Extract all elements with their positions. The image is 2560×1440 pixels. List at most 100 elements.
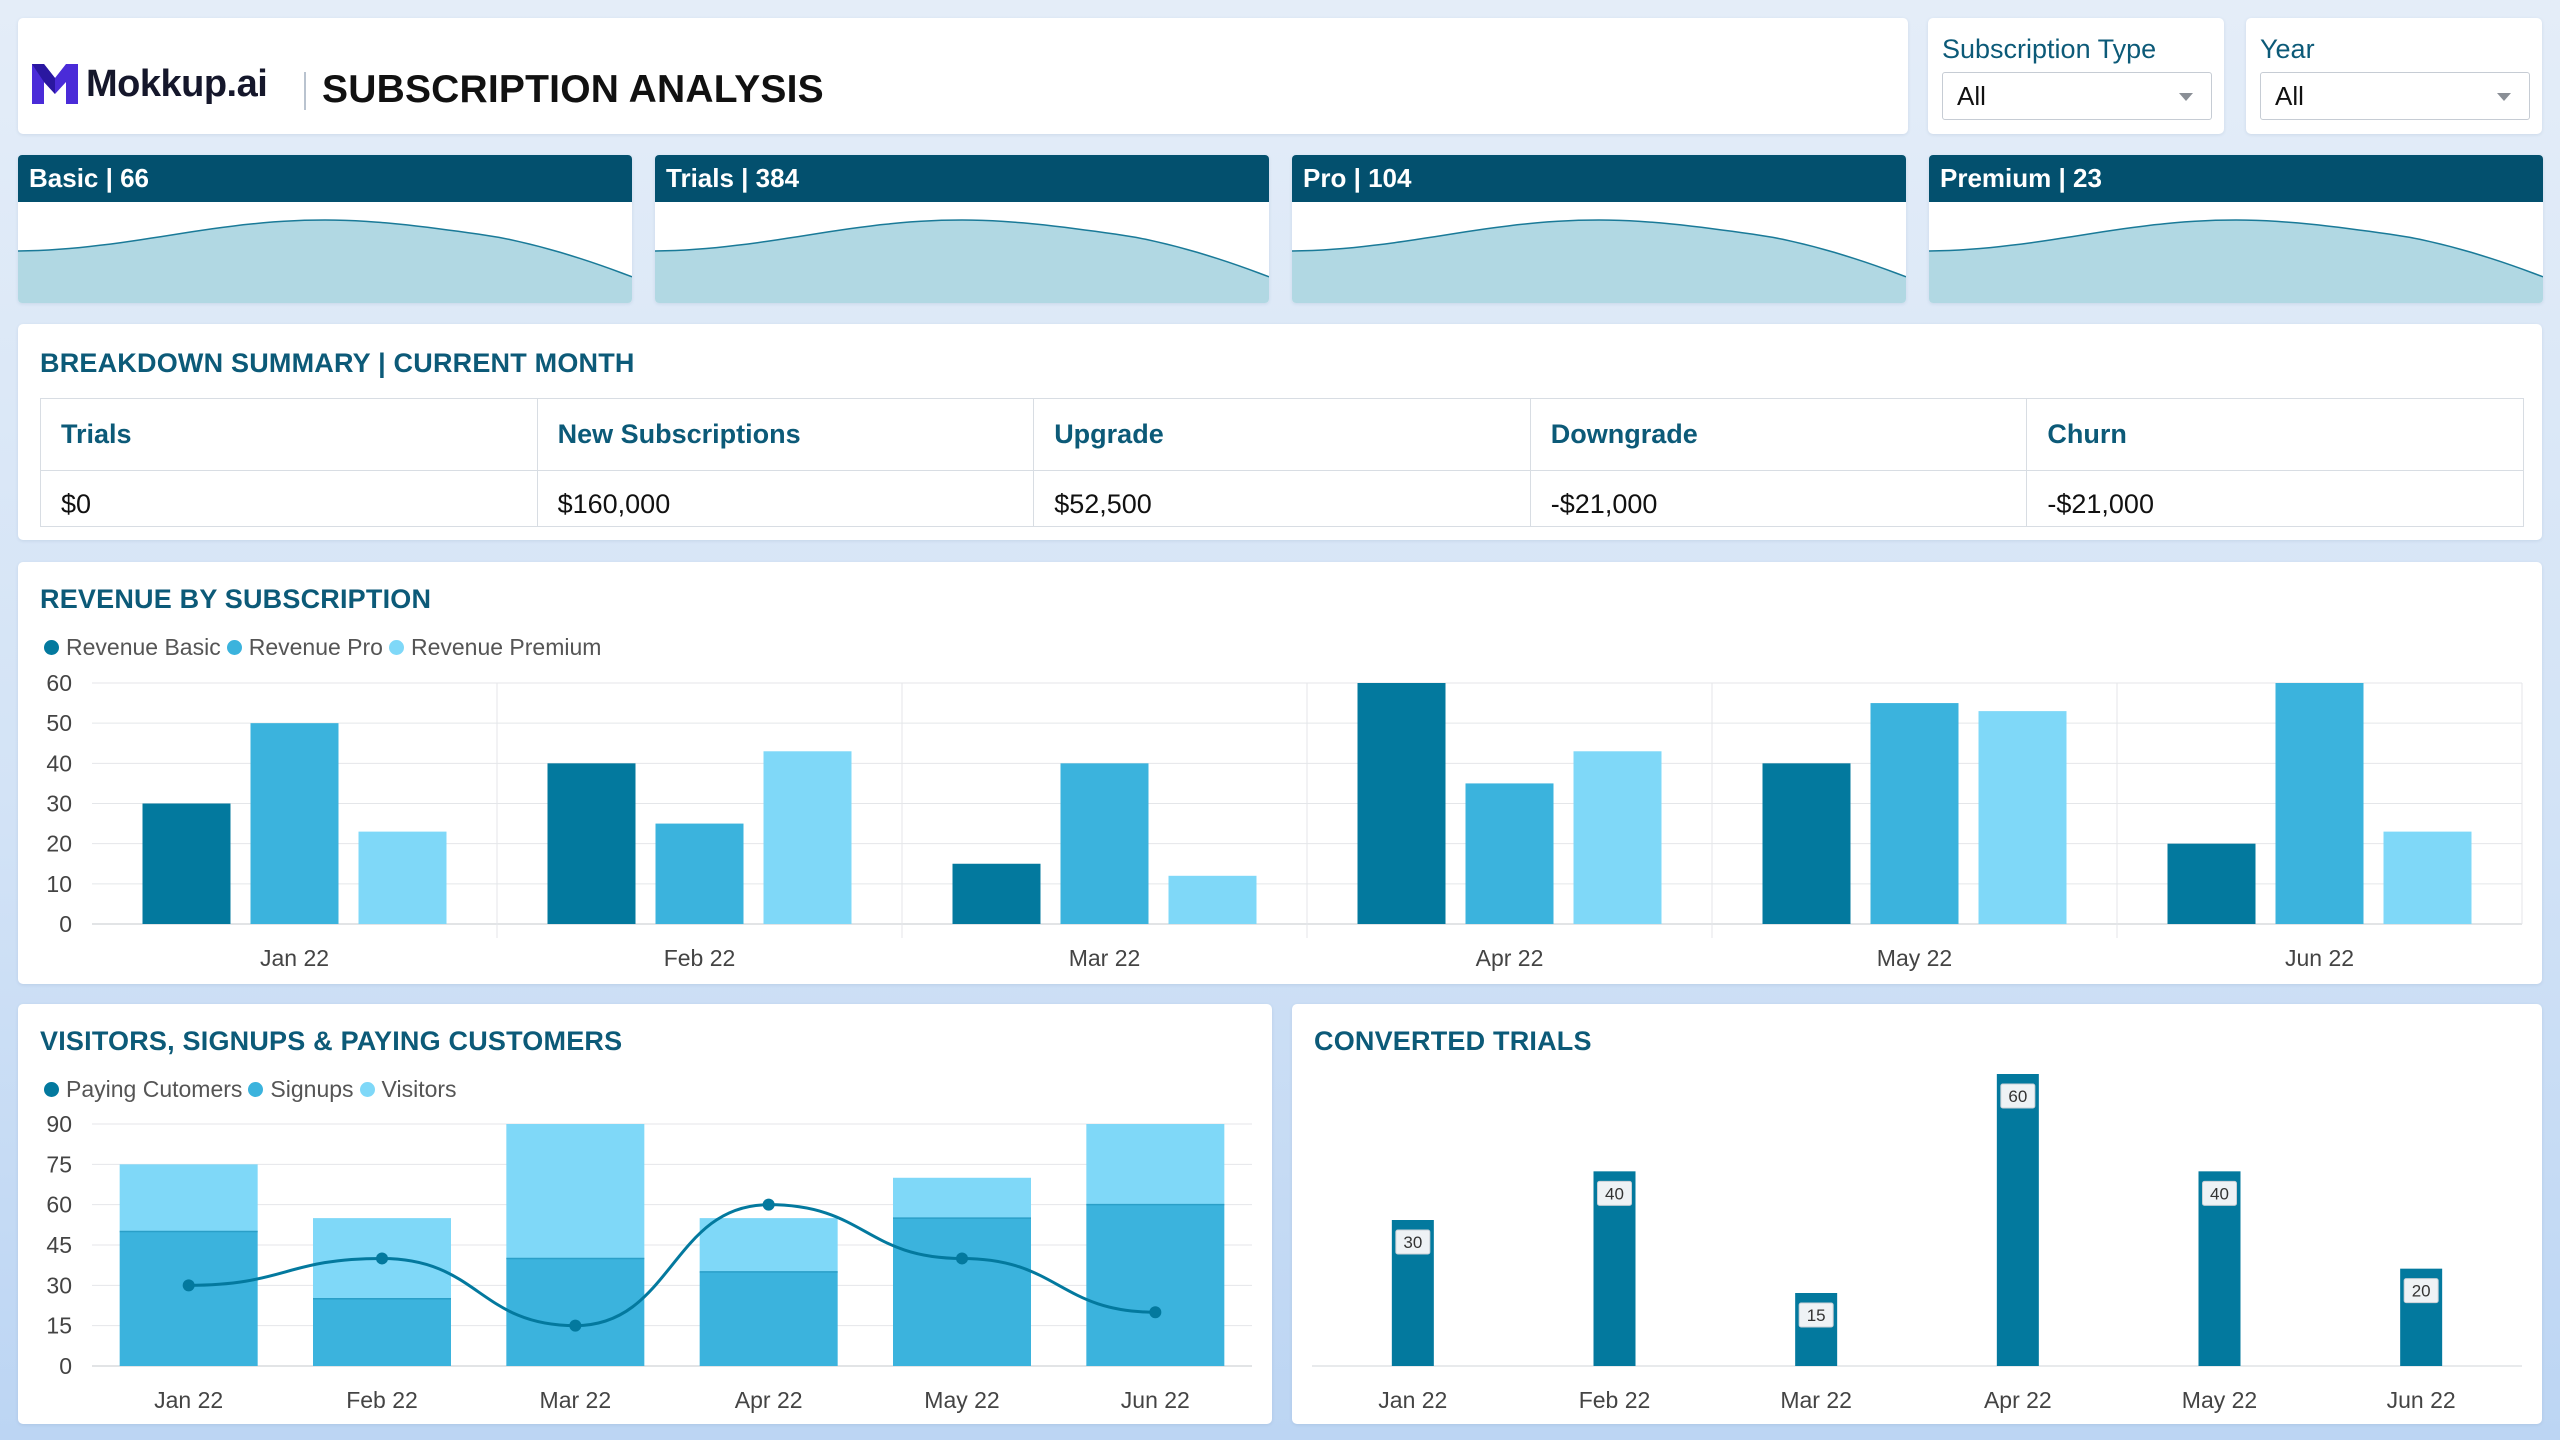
sparkline-area (1929, 220, 2543, 303)
bar-visitors[interactable] (893, 1177, 1031, 1219)
sparkline-line (655, 219, 1269, 278)
bar-revenue-pro[interactable] (1465, 783, 1554, 924)
y-tick-label: 90 (46, 1111, 72, 1137)
x-tick-label: Feb 22 (664, 945, 736, 971)
revenue-chart-card: REVENUE BY SUBSCRIPTION Revenue Basic Re… (18, 562, 2542, 984)
breakdown-summary-card: BREAKDOWN SUMMARY | CURRENT MONTH Trials… (18, 324, 2542, 540)
bar-revenue-premium[interactable] (2383, 831, 2472, 924)
bar-signups[interactable] (119, 1231, 258, 1366)
cell-churn: -$21,000 (2026, 470, 2524, 527)
bar-revenue-pro[interactable] (250, 723, 339, 924)
bar-revenue-basic[interactable] (547, 763, 636, 924)
legend-dot (44, 640, 59, 655)
bar-visitors[interactable] (506, 1124, 645, 1259)
bar-signups[interactable] (313, 1298, 451, 1366)
bar-revenue-premium[interactable] (1168, 875, 1257, 924)
kpi-card-premium: Premium | 23 (1929, 155, 2543, 303)
cell-trials: $0 (40, 470, 538, 527)
bar-revenue-basic[interactable] (2167, 843, 2256, 924)
bar-signups[interactable] (1086, 1204, 1225, 1366)
bar-revenue-basic[interactable] (1357, 683, 1446, 924)
logo-text: Mokkup.ai (86, 62, 268, 105)
legend-item[interactable]: Paying Cutomers (44, 1076, 242, 1103)
point-paying-customers[interactable] (569, 1319, 582, 1332)
point-paying-customers[interactable] (376, 1252, 388, 1265)
cell-upgrade: $52,500 (1033, 470, 1531, 527)
legend-item[interactable]: Revenue Pro (226, 634, 383, 661)
legend-item[interactable]: Revenue Basic (44, 634, 221, 661)
breakdown-title: BREAKDOWN SUMMARY | CURRENT MONTH (40, 348, 635, 378)
kpi-card-pro: Pro | 104 (1292, 155, 1906, 303)
kpi-sparkline (1292, 219, 1906, 303)
legend-item[interactable]: Revenue Premium (388, 634, 602, 661)
legend-label: Revenue Premium (410, 634, 602, 660)
x-tick-label: Mar 22 (540, 1387, 612, 1413)
point-paying-customers[interactable] (762, 1198, 775, 1211)
column-header-new-subscriptions: New Subscriptions (536, 398, 1035, 471)
column-header-downgrade: Downgrade (1529, 398, 2028, 471)
bar-revenue-basic[interactable] (952, 863, 1041, 924)
bar-converted-trials[interactable] (1996, 1074, 2039, 1366)
x-tick-label: Jun 22 (2387, 1387, 2456, 1413)
bar-revenue-pro[interactable] (1870, 703, 1959, 924)
bar-signups[interactable] (506, 1258, 645, 1366)
data-label-box (1597, 1180, 1632, 1206)
y-tick-label: 60 (46, 670, 72, 696)
point-paying-customers[interactable] (956, 1252, 968, 1265)
legend-label: Paying Cutomers (66, 1076, 243, 1102)
y-tick-label: 45 (46, 1232, 72, 1258)
data-label-box (2403, 1278, 2439, 1304)
visitors-chart-card: VISITORS, SIGNUPS & PAYING CUSTOMERS Pay… (18, 1004, 1272, 1424)
x-tick-label: Mar 22 (1780, 1387, 1852, 1413)
header-divider (304, 72, 306, 110)
x-tick-label: Feb 22 (1579, 1387, 1651, 1413)
table-row: $0 $160,000 $52,500 -$21,000 -$21,000 (40, 470, 2524, 527)
year-select[interactable]: All (2260, 72, 2530, 120)
point-paying-customers[interactable] (1149, 1306, 1162, 1319)
bar-revenue-pro[interactable] (2275, 683, 2364, 924)
legend-label: Revenue Pro (248, 634, 383, 660)
select-value: All (2275, 80, 2304, 111)
data-label: 40 (1605, 1184, 1624, 1203)
kpi-label: Basic | 66 (18, 155, 632, 202)
kpi-sparkline (1929, 219, 2543, 303)
data-label: 30 (1403, 1233, 1422, 1252)
legend-item[interactable]: Signups (248, 1076, 354, 1103)
bar-revenue-basic[interactable] (142, 803, 231, 925)
subscription-type-select[interactable]: All (1942, 72, 2212, 120)
x-tick-label: Apr 22 (1984, 1387, 2052, 1413)
point-paying-customers[interactable] (182, 1279, 195, 1292)
sparkline-line (1929, 219, 2543, 278)
y-tick-label: 40 (46, 750, 72, 776)
bar-signups[interactable] (699, 1271, 838, 1366)
bar-revenue-pro[interactable] (655, 823, 744, 924)
bar-visitors[interactable] (1086, 1124, 1225, 1205)
revenue-bar-chart: 0 10 20 30 40 50 60 Jan 22 Feb 22 Mar 22 Apr 22 May… (46, 670, 2523, 971)
bar-revenue-premium[interactable] (1573, 751, 1662, 924)
kpi-sparkline (655, 219, 1269, 303)
bar-signups[interactable] (893, 1218, 1031, 1366)
bar-revenue-premium[interactable] (1978, 711, 2067, 924)
table-header-row: Trials New Subscriptions Upgrade Downgra… (40, 398, 2524, 471)
column-header-churn: Churn (2026, 398, 2524, 471)
x-tick-label: Jun 22 (1121, 1387, 1190, 1413)
converted-trials-card: CONVERTED TRIALS 30 Jan 22 40 Feb 22 15 Mar 2… (1292, 1004, 2542, 1424)
bar-revenue-premium[interactable] (358, 831, 447, 924)
y-tick-label: 0 (59, 1353, 72, 1379)
visitors-combo-chart: 0 15 30 45 60 75 90 Jan 22 Feb 22 Mar 22 Apr 22 May… (46, 1111, 1252, 1413)
bar-visitors[interactable] (699, 1218, 838, 1272)
data-label: 60 (2008, 1087, 2027, 1106)
legend-dot (44, 1082, 59, 1097)
legend-item[interactable]: Visitors (359, 1076, 457, 1103)
bar-revenue-pro[interactable] (1060, 763, 1149, 924)
data-label-box (1395, 1229, 1431, 1255)
bar-revenue-basic[interactable] (1762, 763, 1851, 924)
bar-revenue-premium[interactable] (763, 751, 852, 924)
bar-visitors[interactable] (119, 1164, 258, 1232)
y-tick-label: 20 (46, 831, 72, 857)
y-tick-label: 75 (46, 1151, 72, 1177)
column-header-upgrade: Upgrade (1033, 398, 1531, 471)
chart-title: CONVERTED TRIALS (1314, 1026, 1592, 1056)
chart-title: VISITORS, SIGNUPS & PAYING CUSTOMERS (40, 1026, 623, 1056)
y-tick-label: 60 (46, 1192, 72, 1218)
